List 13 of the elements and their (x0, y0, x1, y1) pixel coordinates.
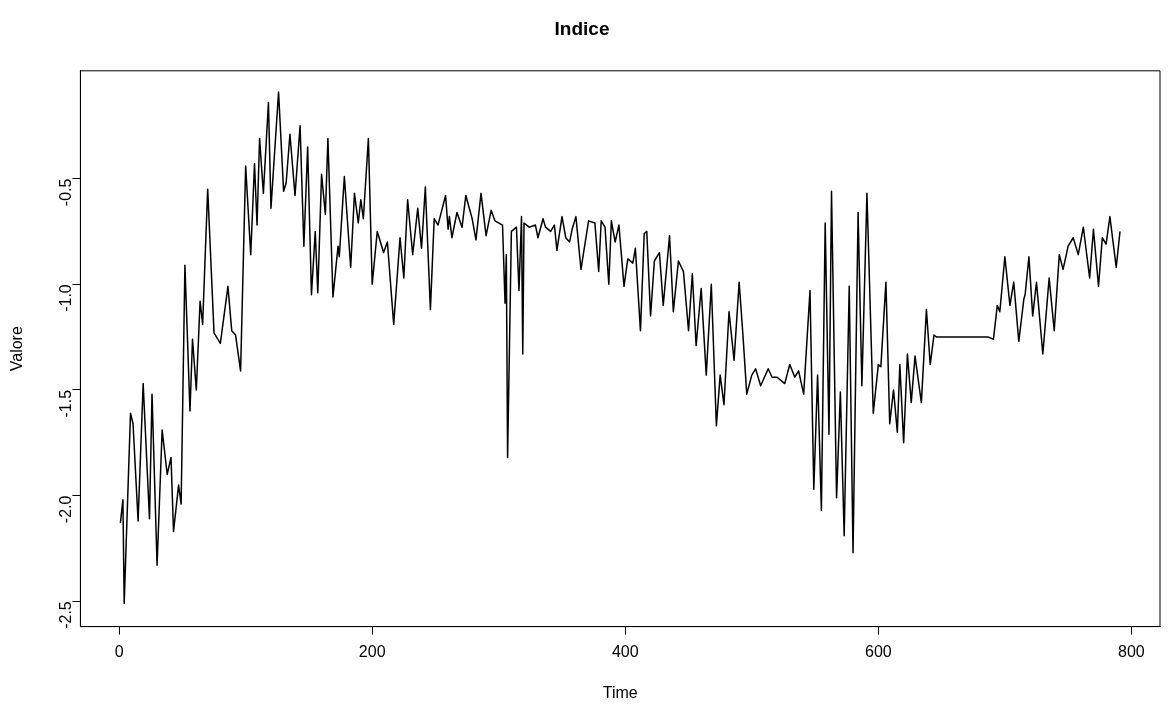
y-tick-label: -2.5 (56, 601, 74, 629)
x-tick-label: 400 (611, 642, 639, 660)
y-tick-label: -1.0 (56, 284, 74, 312)
y-tick-label: -2.0 (56, 495, 74, 524)
x-tick-label: 200 (358, 642, 386, 660)
y-axis-title: Valore (8, 326, 26, 372)
y-tick-label: -1.5 (56, 389, 74, 418)
y-tick-label: -0.5 (56, 178, 74, 207)
x-tick-label: 0 (114, 642, 124, 660)
chart-title: Indice (554, 17, 610, 39)
x-tick-label: 800 (1118, 642, 1145, 660)
x-axis-title: Time (602, 683, 638, 701)
x-tick-label: 600 (864, 642, 892, 660)
